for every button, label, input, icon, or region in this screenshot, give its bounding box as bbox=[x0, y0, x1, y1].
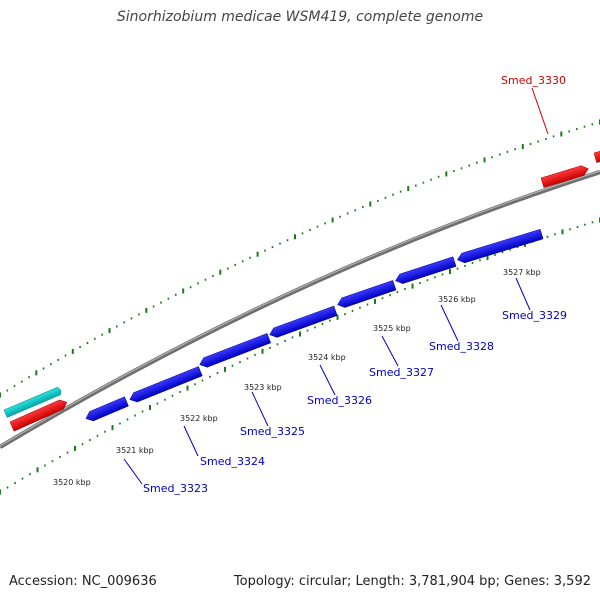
gene-label-Smed_3330[interactable]: Smed_3330 bbox=[501, 74, 566, 87]
scale-label: 3524 kbp bbox=[308, 353, 346, 362]
gene-label-Smed_3329[interactable]: Smed_3329 bbox=[502, 309, 567, 322]
gene-Smed_3326[interactable] bbox=[268, 305, 338, 339]
inner-tick-row bbox=[0, 217, 600, 495]
genome-backbone bbox=[0, 169, 600, 449]
gene-Smed_3329[interactable] bbox=[456, 228, 544, 264]
gene-Smed_3325[interactable] bbox=[198, 333, 271, 369]
genome-summary-text: Topology: circular; Length: 3,781,904 bp… bbox=[233, 574, 591, 589]
cyan-feature bbox=[3, 387, 62, 418]
gene-Smed_3327[interactable] bbox=[336, 280, 397, 309]
scale-label: 3525 kbp bbox=[373, 324, 411, 333]
scale-label: 3526 kbp bbox=[438, 295, 476, 304]
gene-label-Smed_3324[interactable]: Smed_3324 bbox=[200, 455, 265, 468]
map-title: Sinorhizobium medicae WSM419, complete g… bbox=[116, 9, 484, 25]
gene-label-Smed_3323[interactable]: Smed_3323 bbox=[143, 482, 208, 495]
accession-text: Accession: NC_009636 bbox=[9, 574, 157, 589]
label-leader-forward bbox=[531, 87, 549, 135]
scale-label: 3521 kbp bbox=[116, 446, 154, 455]
gene-Smed_3328[interactable] bbox=[394, 256, 457, 286]
gene-Smed_3330[interactable] bbox=[540, 164, 590, 188]
scale-label: 3522 kbp bbox=[180, 414, 218, 423]
gene-label-Smed_3328[interactable]: Smed_3328 bbox=[429, 340, 494, 353]
gene-label-Smed_3327[interactable]: Smed_3327 bbox=[369, 366, 434, 379]
gene-Smed_3324[interactable] bbox=[128, 366, 203, 405]
gene-label-Smed_3325[interactable]: Smed_3325 bbox=[240, 425, 305, 438]
label-leaders bbox=[123, 277, 531, 485]
scale-label: 3527 kbp bbox=[503, 268, 541, 277]
genome-backbone-highlight bbox=[0, 170, 600, 447]
forward-gene-right[interactable] bbox=[593, 143, 600, 163]
scale-label: 3523 kbp bbox=[244, 383, 282, 392]
scale-label: 3520 kbp bbox=[53, 478, 91, 487]
gene-Smed_3323[interactable] bbox=[84, 396, 129, 423]
outer-tick-row bbox=[0, 119, 600, 398]
gene-label-Smed_3326[interactable]: Smed_3326 bbox=[307, 394, 372, 407]
forward-gene-left bbox=[9, 399, 68, 432]
